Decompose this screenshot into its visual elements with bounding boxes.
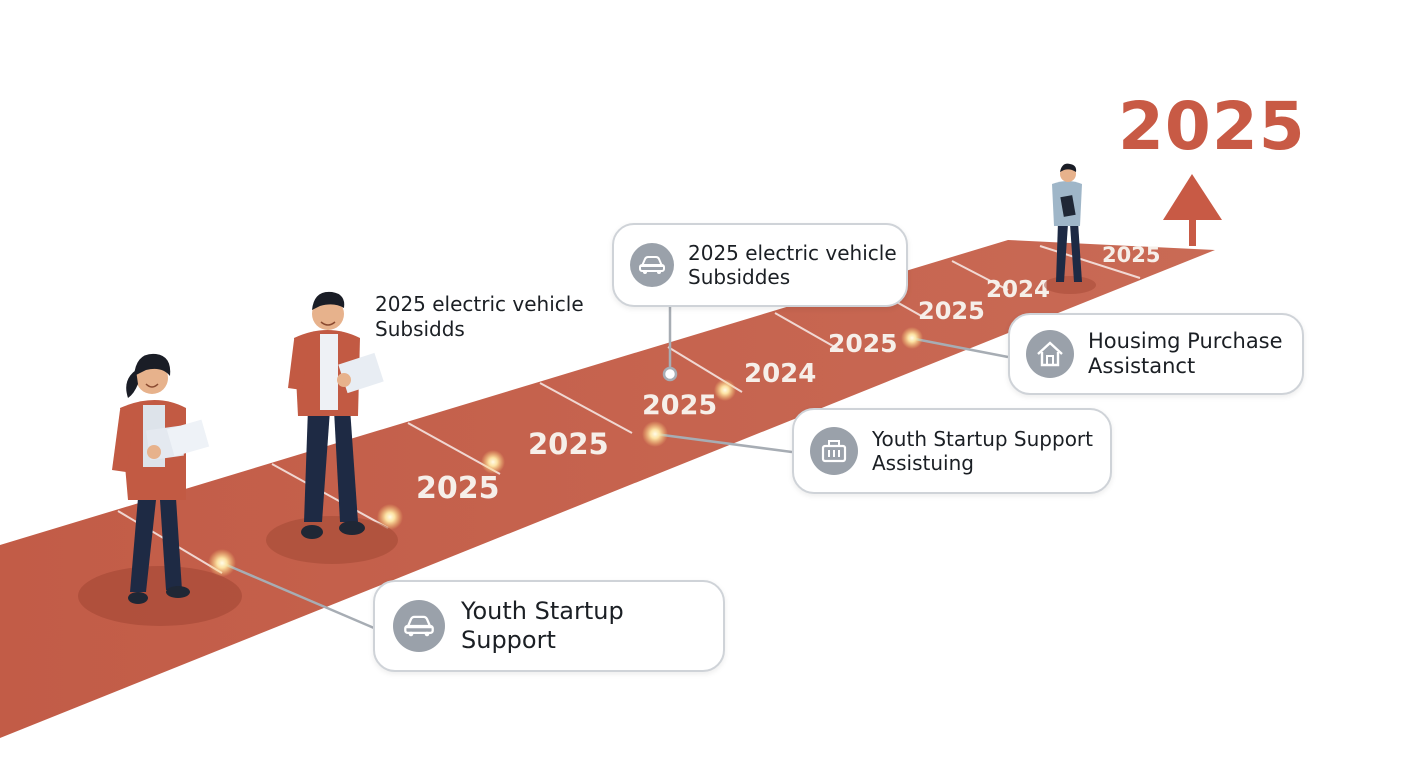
card-youth-startup-assisting: Youth Startup Support Assistuing (792, 408, 1112, 494)
person-shadow (78, 566, 242, 626)
startup-kit-icon (810, 427, 858, 475)
house-icon (1026, 330, 1074, 378)
road-year-8: 2025 (1102, 243, 1160, 267)
ev-subsidy-label-line1: 2025 electric vehicle (375, 292, 584, 316)
road-year-6: 2025 (918, 297, 985, 325)
person-man-icon (288, 291, 384, 539)
card-startup-line2: Assistuing (872, 451, 974, 475)
person-shadow (266, 516, 398, 564)
road-year-1: 2025 (416, 471, 500, 506)
card-housing-line2: Assistanct (1088, 354, 1196, 378)
card-housing-line1: Housimg Purchase (1088, 328, 1283, 353)
card-support-line2: Support (461, 626, 556, 654)
glow-markers (208, 327, 923, 577)
road (0, 240, 1215, 738)
card-ev-subsidies: 2025 electric vehicle Subsiddes (612, 223, 908, 307)
lane-dividers (117, 245, 1141, 574)
road-year-5: 2025 (828, 329, 898, 358)
triangle-flag-icon (1163, 174, 1222, 246)
card-youth-startup-support: Youth Startup Support (373, 580, 725, 672)
connectors (221, 306, 1009, 630)
person-small-icon (1052, 163, 1082, 282)
card-ev-line1: 2025 electric vehicle (688, 241, 897, 265)
person-shadow (1044, 276, 1096, 294)
connector-node (662, 366, 678, 382)
ev-subsidy-label: 2025 electric vehicle Subsidds (375, 292, 584, 342)
goal-year: 2025 (1118, 88, 1306, 165)
card-housing-assistance: Housimg Purchase Assistanct (1008, 313, 1304, 395)
car-icon (393, 600, 445, 652)
card-support-line1: Youth Startup (461, 597, 624, 626)
road-year-7: 2024 (986, 277, 1050, 303)
card-ev-line2: Subsiddes (688, 265, 791, 289)
road-year-4: 2024 (744, 359, 816, 389)
person-woman-icon (112, 353, 210, 604)
ev-subsidy-label-line2: Subsidds (375, 317, 465, 341)
road-year-3: 2025 (642, 390, 717, 421)
road-year-2: 2025 (528, 427, 609, 461)
car-icon (630, 243, 674, 287)
card-startup-line1: Youth Startup Support (872, 427, 1093, 451)
